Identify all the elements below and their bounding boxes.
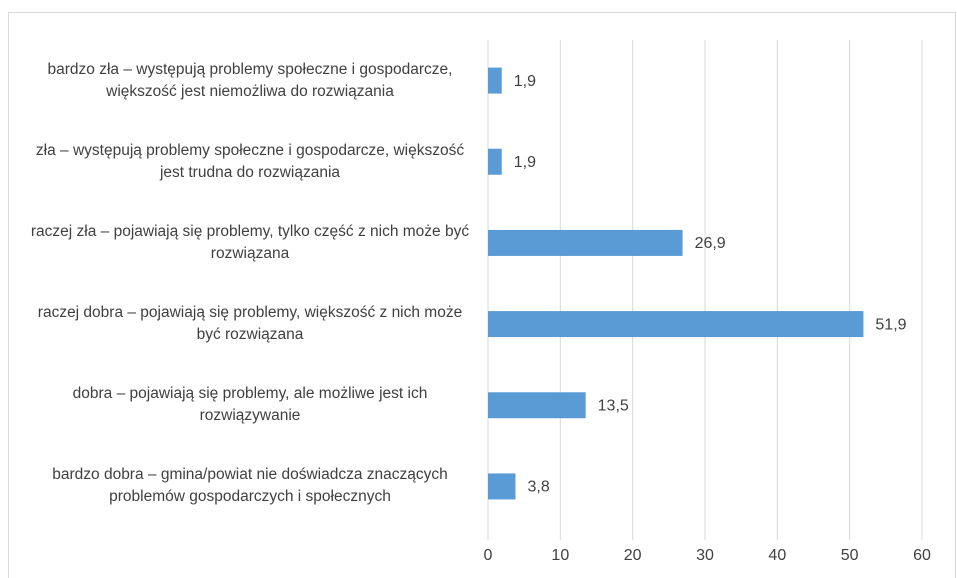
category-label: bardzo dobra – gmina/powiat nie doświadc… (52, 466, 448, 506)
x-tick-label: 30 (696, 547, 714, 564)
data-label: 1,9 (514, 73, 536, 90)
bar (488, 392, 586, 419)
x-tick-label: 60 (913, 547, 931, 564)
x-tick-label: 50 (841, 547, 859, 564)
bar (488, 148, 502, 175)
x-tick-label: 0 (484, 547, 493, 564)
x-tick-label: 20 (624, 547, 642, 564)
category-label: raczej zła – pojawiają się problemy, tyl… (30, 222, 470, 262)
x-tick-label: 10 (551, 547, 569, 564)
data-label: 13,5 (598, 397, 629, 414)
category-label: zła – występują problemy społeczne i gos… (35, 141, 465, 181)
chart-frame (8, 12, 956, 578)
data-label: 3,8 (527, 479, 549, 496)
x-tick-label: 40 (768, 547, 786, 564)
data-label: 26,9 (695, 235, 726, 252)
data-label: 1,9 (514, 154, 536, 171)
bar (488, 67, 502, 94)
bar (488, 473, 516, 500)
category-label: raczej dobra – pojawiają się problemy, w… (37, 304, 463, 344)
category-label: bardzo zła – występują problemy społeczn… (47, 60, 453, 100)
bar (488, 311, 864, 338)
bar (488, 229, 683, 256)
data-label: 51,9 (875, 316, 906, 333)
category-label: dobra – pojawiają się problemy, ale możl… (72, 385, 428, 425)
